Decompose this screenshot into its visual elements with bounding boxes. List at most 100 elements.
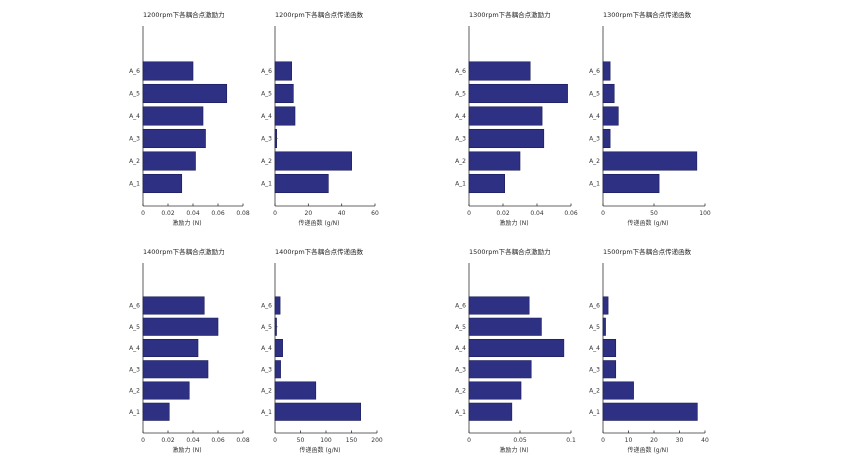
y-tick-label: A_2 [261, 388, 272, 395]
x-tick-label: 0.08 [236, 437, 250, 444]
chart-title: 1200rpm下各耦合点传递函数 [275, 10, 364, 19]
x-tick-label: 0 [467, 437, 471, 444]
y-tick-label: A_4 [261, 113, 272, 120]
y-tick-label: A_4 [129, 113, 140, 120]
y-tick-label: A_4 [455, 345, 466, 352]
y-tick-label: A_2 [261, 158, 272, 165]
chart-panel-4: 1300rpm下各耦合点传递函数 0 50 100 传递函数 (g/N) A_1 A_2 A_… [589, 10, 711, 227]
x-tick-label: 20 [305, 210, 313, 217]
bar-a1 [274, 402, 361, 421]
bar-a2 [142, 381, 190, 400]
y-tick-label: A_2 [129, 388, 140, 395]
bar-a4 [142, 338, 199, 358]
bar-a1 [468, 402, 513, 421]
chart-title: 1300rpm下各耦合点传递函数 [603, 10, 692, 19]
x-tick-label: 0.04 [530, 210, 544, 217]
y-tick-label: A_1 [455, 409, 466, 416]
y-tick-label: A_3 [261, 136, 272, 143]
bar-a3 [142, 128, 206, 149]
x-tick-label: 0 [273, 210, 277, 217]
y-tick-label: A_2 [589, 158, 600, 165]
chart-panel-7: 1500rpm下各耦合点激励力 0 0.05 0.1 激励力 (N) A_1 A_2 A_3 A… [455, 247, 576, 454]
x-tick-label: 100 [699, 210, 711, 217]
x-axis-label: 激励力 (N) [499, 219, 528, 227]
x-tick-label: 0 [601, 210, 605, 217]
x-tick-label: 0.06 [211, 437, 225, 444]
y-tick-label: A_6 [455, 303, 466, 310]
y-tick-label: A_1 [129, 409, 140, 416]
x-tick-label: 40 [701, 437, 709, 444]
x-axis-label: 传递函数 (g/N) [300, 446, 341, 454]
bar-a2 [602, 151, 698, 171]
y-tick-label: A_2 [129, 158, 140, 165]
y-tick-label: A_5 [455, 324, 466, 331]
y-tick-label: A_1 [261, 181, 272, 188]
y-tick-label: A_6 [129, 68, 140, 75]
x-tick-label: 0 [141, 210, 145, 217]
y-tick-label: A_6 [589, 68, 600, 75]
bar-a1 [142, 173, 183, 194]
bar-a6 [142, 61, 194, 81]
y-tick-label: A_3 [455, 136, 466, 143]
x-tick-label: 0.02 [161, 210, 175, 217]
bar-a1 [468, 173, 506, 194]
bar-a6 [468, 61, 531, 81]
y-tick-label: A_4 [589, 345, 600, 352]
x-tick-label: 0.02 [496, 210, 510, 217]
bar-a4 [468, 338, 565, 358]
y-tick-label: A_5 [129, 324, 140, 331]
y-tick-label: A_5 [455, 91, 466, 98]
y-tick-label: A_6 [261, 68, 272, 75]
bar-a4 [274, 106, 296, 126]
y-tick-label: A_6 [261, 303, 272, 310]
bar-a1 [274, 173, 329, 194]
y-tick-label: A_2 [589, 388, 600, 395]
chart-panel-1: 1200rpm下各耦合点激励力 0 0.02 0.04 0.06 0.08 激励力 (N) A… [129, 10, 250, 227]
x-tick-label: 50 [650, 210, 658, 217]
y-tick-label: A_4 [455, 113, 466, 120]
y-tick-label: A_3 [129, 136, 140, 143]
bar-a6 [142, 296, 205, 315]
chart-title: 1300rpm下各耦合点激励力 [469, 10, 551, 19]
y-tick-label: A_6 [589, 303, 600, 310]
bar-a4 [468, 106, 543, 126]
y-tick-label: A_3 [589, 366, 600, 373]
bar-a3 [142, 360, 209, 379]
y-tick-label: A_6 [455, 68, 466, 75]
chart-title: 1500rpm下各耦合点传递函数 [603, 247, 692, 256]
y-tick-label: A_4 [129, 345, 140, 352]
y-tick-label: A_5 [589, 91, 600, 98]
y-tick-label: A_1 [261, 409, 272, 416]
x-tick-label: 10 [625, 437, 633, 444]
x-tick-label: 0.06 [211, 210, 225, 217]
bar-a5 [274, 83, 294, 104]
bar-a5 [142, 317, 219, 336]
chart-panel-2: 1200rpm下各耦合点传递函数 0 20 40 60 传递函数 (g/N) A_1 A_2 A… [261, 10, 379, 227]
bar-a4 [142, 106, 204, 126]
chart-panel-6: 1400rpm下各耦合点传递函数 0 50 100 150 200 传递函数 (g/N) A_… [261, 247, 383, 454]
x-axis-label: 激励力 (N) [172, 446, 201, 454]
y-tick-label: A_6 [129, 303, 140, 310]
bar-a2 [468, 381, 522, 400]
x-axis-label: 激励力 (N) [499, 446, 528, 454]
bar-a2 [142, 151, 196, 171]
bar-a1 [602, 402, 698, 421]
x-tick-label: 50 [297, 437, 305, 444]
y-tick-label: A_3 [261, 366, 272, 373]
x-tick-label: 0.05 [513, 437, 527, 444]
y-tick-label: A_3 [589, 136, 600, 143]
bar-a1 [142, 402, 170, 421]
bar-a1 [602, 173, 660, 194]
y-tick-label: A_5 [261, 91, 272, 98]
x-tick-label: 0.02 [161, 437, 175, 444]
bar-a5 [468, 83, 568, 104]
y-tick-label: A_2 [455, 158, 466, 165]
y-tick-label: A_4 [261, 345, 272, 352]
x-tick-label: 0.08 [236, 210, 250, 217]
bar-a2 [602, 381, 634, 400]
x-tick-label: 30 [676, 437, 684, 444]
x-tick-label: 0 [141, 437, 145, 444]
bar-a2 [274, 381, 317, 400]
y-tick-label: A_4 [589, 113, 600, 120]
